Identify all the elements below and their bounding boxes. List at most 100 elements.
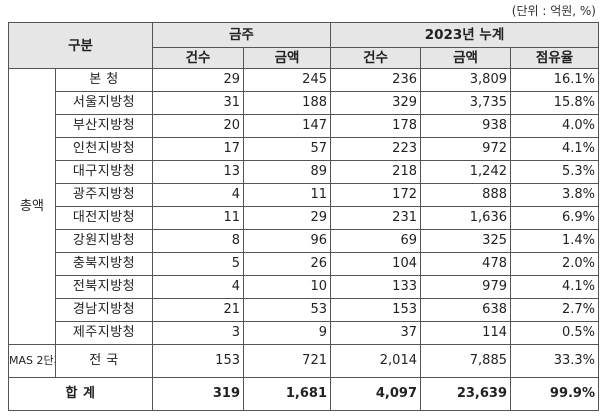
table-row: 제주지방청 3 9 37 114 0.5% <box>9 321 600 345</box>
header-category: 구분 <box>8 22 153 69</box>
table-row: 대전지방청 11 29 231 1,636 6.9% <box>9 206 600 230</box>
office-name: 서울지방청 <box>55 91 153 115</box>
procurement-table: 구분 금주 2023년 누계 건수 금액 건수 금액 점유율 총액 본 청 29 24… <box>8 22 600 411</box>
cell-share: 2.7% <box>509 298 600 322</box>
table-row: 충북지방청 5 26 104 478 2.0% <box>9 252 600 276</box>
cell-ytd-amount: 888 <box>420 183 511 207</box>
mas-share: 33.3% <box>509 344 600 378</box>
cell-ytd-amount: 638 <box>420 298 511 322</box>
cell-wk-amount: 53 <box>243 298 331 322</box>
cell-ytd-count: 133 <box>330 275 421 299</box>
cell-ytd-amount: 478 <box>420 252 511 276</box>
cell-ytd-count: 37 <box>330 321 421 345</box>
cell-wk-count: 5 <box>152 252 244 276</box>
cell-ytd-amount: 1,242 <box>420 160 511 184</box>
cell-wk-amount: 96 <box>243 229 331 253</box>
table-row: 대구지방청 13 89 218 1,242 5.3% <box>9 160 600 184</box>
cell-wk-amount: 245 <box>243 68 331 92</box>
office-name: 강원지방청 <box>55 229 153 253</box>
group-label: 총액 <box>8 68 56 345</box>
cell-wk-amount: 188 <box>243 91 331 115</box>
office-name: 대구지방청 <box>55 160 153 184</box>
total-wk-count: 319 <box>152 377 244 411</box>
cell-wk-amount: 147 <box>243 114 331 138</box>
mas-ytd-amount: 7,885 <box>420 344 511 378</box>
cell-wk-count: 3 <box>152 321 244 345</box>
cell-ytd-count: 153 <box>330 298 421 322</box>
cell-wk-count: 8 <box>152 229 244 253</box>
cell-wk-count: 21 <box>152 298 244 322</box>
cell-share: 3.8% <box>509 183 600 207</box>
cell-wk-amount: 9 <box>243 321 331 345</box>
total-ytd-amount: 23,639 <box>420 377 511 411</box>
cell-share: 4.0% <box>509 114 600 138</box>
total-row: 합 계 319 1,681 4,097 23,639 99.9% <box>8 377 600 411</box>
cell-ytd-count: 178 <box>330 114 421 138</box>
table-row: 총액 본 청 29 245 236 3,809 16.1% <box>8 68 600 345</box>
cell-ytd-amount: 3,735 <box>420 91 511 115</box>
cell-share: 16.1% <box>509 68 600 92</box>
cell-wk-amount: 57 <box>243 137 331 161</box>
total-share: 99.9% <box>509 377 600 411</box>
cell-ytd-count: 329 <box>330 91 421 115</box>
cell-wk-count: 31 <box>152 91 244 115</box>
table-row: 부산지방청 20 147 178 938 4.0% <box>9 114 600 138</box>
mas-wk-amount: 721 <box>243 344 331 378</box>
cell-wk-count: 17 <box>152 137 244 161</box>
office-name: 대전지방청 <box>55 206 153 230</box>
mas-name: 전 국 <box>55 344 153 378</box>
mas-ytd-count: 2,014 <box>330 344 421 378</box>
cell-ytd-amount: 1,636 <box>420 206 511 230</box>
total-wk-amount: 1,681 <box>243 377 331 411</box>
total-label: 합 계 <box>8 377 153 411</box>
cell-wk-count: 29 <box>152 68 244 92</box>
unit-note: (단위 : 억원, %) <box>511 4 596 18</box>
header-wk-count: 건수 <box>152 47 244 69</box>
cell-ytd-count: 223 <box>330 137 421 161</box>
cell-wk-count: 4 <box>152 275 244 299</box>
cell-ytd-count: 218 <box>330 160 421 184</box>
cell-wk-count: 11 <box>152 206 244 230</box>
table-row: 경남지방청 21 53 153 638 2.7% <box>9 298 600 322</box>
table-row: 광주지방청 4 11 172 888 3.8% <box>9 183 600 207</box>
office-name: 부산지방청 <box>55 114 153 138</box>
office-name: 인천지방청 <box>55 137 153 161</box>
cell-ytd-count: 172 <box>330 183 421 207</box>
cell-share: 5.3% <box>509 160 600 184</box>
cell-share: 15.8% <box>509 91 600 115</box>
cell-share: 0.5% <box>509 321 600 345</box>
cell-wk-count: 13 <box>152 160 244 184</box>
total-ytd-count: 4,097 <box>330 377 421 411</box>
cell-share: 6.9% <box>509 206 600 230</box>
header-share: 점유율 <box>509 47 600 69</box>
office-name: 전북지방청 <box>55 275 153 299</box>
cell-ytd-amount: 972 <box>420 137 511 161</box>
office-name: 제주지방청 <box>55 321 153 345</box>
cell-wk-amount: 10 <box>243 275 331 299</box>
cell-ytd-amount: 3,809 <box>420 68 511 92</box>
cell-ytd-count: 236 <box>330 68 421 92</box>
header-ytd-amount: 금액 <box>420 47 511 69</box>
cell-ytd-amount: 979 <box>420 275 511 299</box>
table-row: 전북지방청 4 10 133 979 4.1% <box>9 275 600 299</box>
cell-wk-amount: 26 <box>243 252 331 276</box>
cell-wk-amount: 89 <box>243 160 331 184</box>
office-name: 본 청 <box>55 68 153 92</box>
table-row: 강원지방청 8 96 69 325 1.4% <box>9 229 600 253</box>
cell-share: 1.4% <box>509 229 600 253</box>
table-row: 인천지방청 17 57 223 972 4.1% <box>9 137 600 161</box>
cell-ytd-count: 231 <box>330 206 421 230</box>
cell-wk-count: 4 <box>152 183 244 207</box>
cell-wk-amount: 29 <box>243 206 331 230</box>
mas-group-label: MAS 2단계 <box>8 344 56 378</box>
header-ytd-count: 건수 <box>330 47 421 69</box>
header-this-week: 금주 <box>152 22 331 48</box>
cell-ytd-count: 104 <box>330 252 421 276</box>
office-name: 충북지방청 <box>55 252 153 276</box>
cell-ytd-count: 69 <box>330 229 421 253</box>
cell-wk-count: 20 <box>152 114 244 138</box>
office-name: 경남지방청 <box>55 298 153 322</box>
cell-wk-amount: 11 <box>243 183 331 207</box>
cell-share: 4.1% <box>509 137 600 161</box>
mas-wk-count: 153 <box>152 344 244 378</box>
